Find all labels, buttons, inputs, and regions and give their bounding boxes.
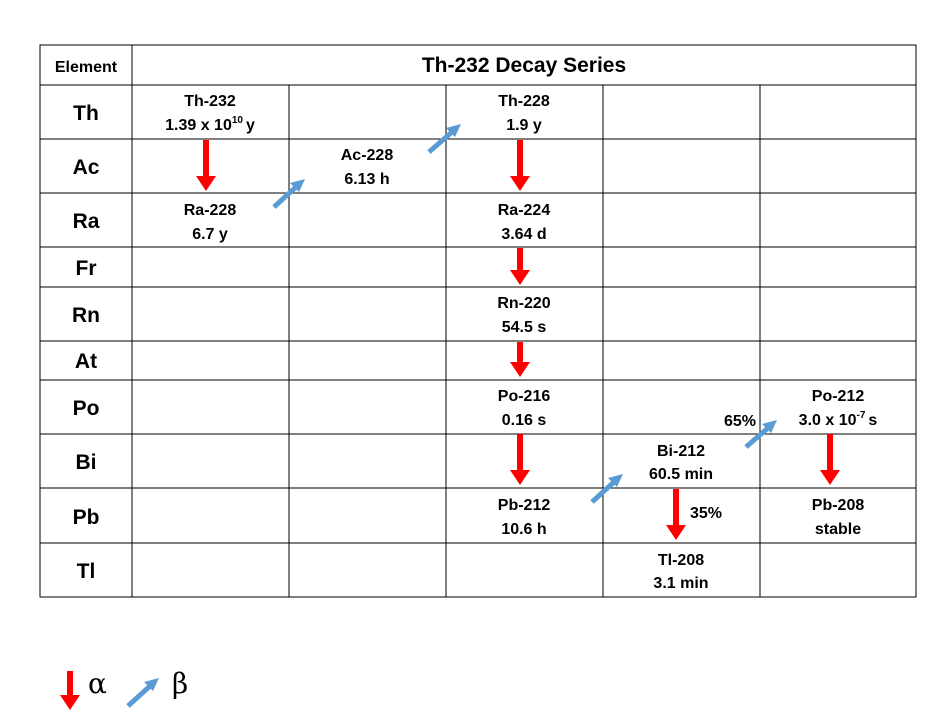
half-life-exponent: -7 xyxy=(857,410,866,421)
element-label-fr: Fr xyxy=(76,257,97,280)
nuclide-name: Ra-228 xyxy=(184,202,237,219)
nuclide-name: Th-232 xyxy=(184,93,236,110)
nuclide-po-216: Po-216 0.16 s xyxy=(498,388,551,429)
nuclide-th-232: Th-232 1.39 x 1010 y xyxy=(165,93,255,134)
table-title: Th-232 Decay Series xyxy=(422,54,626,77)
element-label-pb: Pb xyxy=(73,506,100,529)
nuclide-half-life: 3.1 min xyxy=(653,575,708,592)
nuclide-th-228: Th-228 1.9 y xyxy=(498,93,550,134)
nuclide-half-life: stable xyxy=(815,521,861,538)
nuclide-half-life: 60.5 min xyxy=(649,466,713,483)
nuclide-half-life: 3.0 x 10-7 s xyxy=(799,410,878,429)
element-label-bi: Bi xyxy=(76,451,97,474)
nuclide-name: Pb-208 xyxy=(812,497,865,514)
legend-alpha-label: α xyxy=(88,667,107,700)
nuclide-rn-220: Rn-220 54.5 s xyxy=(497,295,550,336)
element-label-po: Po xyxy=(73,397,100,420)
legend: α β xyxy=(60,667,188,710)
alpha-decay-arrow xyxy=(510,248,530,285)
beta-decay-arrow xyxy=(590,474,623,504)
half-life-base: 3.0 x 10 xyxy=(799,412,857,429)
nuclide-half-life: 0.16 s xyxy=(502,412,547,429)
nuclide-name: Pb-212 xyxy=(498,497,551,514)
half-life-exponent: 10 xyxy=(232,115,244,126)
beta-decay-arrow xyxy=(427,124,461,154)
nuclide-ac-228: Ac-228 6.13 h xyxy=(341,147,394,188)
alpha-branch-percent: 35% xyxy=(690,505,722,522)
element-column-header: Element xyxy=(55,59,118,76)
nuclide-name: Ac-228 xyxy=(341,147,394,164)
alpha-decay-arrow xyxy=(196,140,216,191)
nuclide-half-life: 1.9 y xyxy=(506,117,542,134)
element-label-ac: Ac xyxy=(73,156,100,179)
nuclide-half-life: 54.5 s xyxy=(502,319,547,336)
alpha-decay-arrow xyxy=(820,434,840,485)
nuclide-half-life: 6.7 y xyxy=(192,226,228,243)
nuclide-name: Tl-208 xyxy=(658,552,704,569)
legend-beta-arrow xyxy=(126,678,159,708)
legend-alpha-arrow xyxy=(60,671,80,710)
half-life-base: 1.39 x 10 xyxy=(165,117,232,134)
nuclide-tl-208: Tl-208 3.1 min xyxy=(653,552,708,592)
element-label-ra: Ra xyxy=(73,210,100,233)
nuclide-half-life: 3.64 d xyxy=(501,226,546,243)
beta-decay-arrow xyxy=(272,179,305,209)
nuclide-half-life: 10.6 h xyxy=(501,521,546,538)
nuclide-po-212: Po-212 3.0 x 10-7 s xyxy=(799,388,878,429)
nuclide-half-life: 6.13 h xyxy=(344,171,389,188)
nuclide-name: Bi-212 xyxy=(657,443,705,460)
alpha-decay-arrow xyxy=(666,489,686,540)
half-life-unit: y xyxy=(246,117,255,134)
element-label-tl: Tl xyxy=(77,560,96,583)
nuclide-name: Ra-224 xyxy=(498,202,551,219)
nuclide-pb-208: Pb-208 stable xyxy=(812,497,865,538)
nuclide-name: Th-228 xyxy=(498,93,550,110)
legend-beta-label: β xyxy=(172,667,188,700)
element-label-at: At xyxy=(75,350,97,373)
nuclide-pb-212: Pb-212 10.6 h xyxy=(498,497,551,538)
element-labels: Th Ac Ra Fr Rn At Po Bi Pb Tl xyxy=(72,102,100,583)
nuclide-name: Po-212 xyxy=(812,388,865,405)
alpha-decay-arrow xyxy=(510,140,530,191)
nuclide-ra-228: Ra-228 6.7 y xyxy=(184,202,237,243)
element-label-th: Th xyxy=(73,102,99,125)
nuclide-name: Po-216 xyxy=(498,388,551,405)
nuclide-name: Rn-220 xyxy=(497,295,550,312)
beta-branch-percent: 65% xyxy=(724,413,756,430)
nuclide-half-life: 1.39 x 1010 y xyxy=(165,115,255,134)
alpha-decay-arrow xyxy=(510,434,530,485)
nuclide-ra-224: Ra-224 3.64 d xyxy=(498,202,551,243)
table-border xyxy=(39,44,917,598)
half-life-unit: s xyxy=(868,412,877,429)
nuclide-bi-212: Bi-212 60.5 min xyxy=(649,443,713,483)
table-grid xyxy=(39,44,917,598)
beta-decay-arrow xyxy=(744,420,777,449)
alpha-decay-arrow xyxy=(510,342,530,377)
element-label-rn: Rn xyxy=(72,304,100,327)
